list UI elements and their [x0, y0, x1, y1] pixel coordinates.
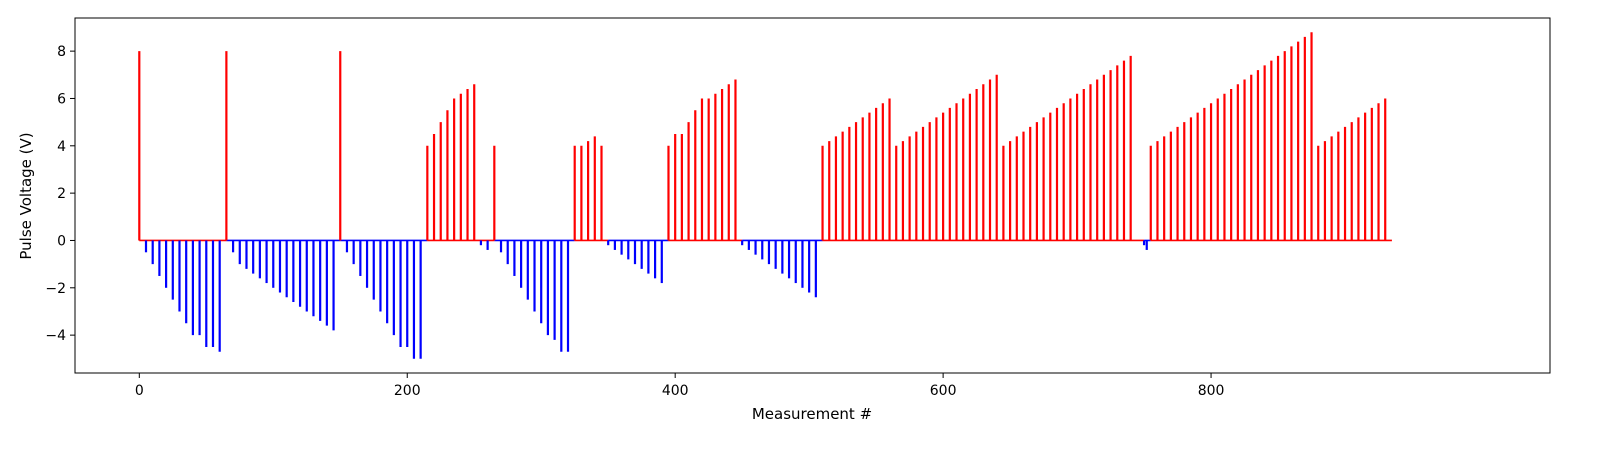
y-tick-label: 4 — [57, 139, 66, 155]
y-tick-label: 2 — [57, 186, 66, 202]
y-tick-label: 6 — [57, 91, 66, 107]
y-tick-label: −4 — [45, 328, 66, 344]
bars-layer — [138, 32, 1387, 359]
y-axis-label: Pulse Voltage (V) — [17, 132, 35, 259]
x-tick-label: 600 — [930, 383, 957, 399]
y-tick-label: 0 — [57, 233, 66, 249]
x-tick-label: 400 — [662, 383, 689, 399]
y-tick-label: −2 — [45, 281, 66, 297]
x-ticks: 0 200 400 600 800 — [135, 373, 1225, 399]
axes-frame — [74, 17, 1551, 374]
x-tick-label: 200 — [394, 383, 421, 399]
x-axis-label: Measurement # — [752, 405, 872, 423]
x-tick-label: 800 — [1198, 383, 1225, 399]
plot-area — [138, 32, 1392, 359]
y-tick-label: 8 — [57, 44, 66, 60]
y-ticks: −4 −2 0 2 4 6 8 — [45, 44, 75, 344]
x-tick-label: 0 — [135, 383, 144, 399]
